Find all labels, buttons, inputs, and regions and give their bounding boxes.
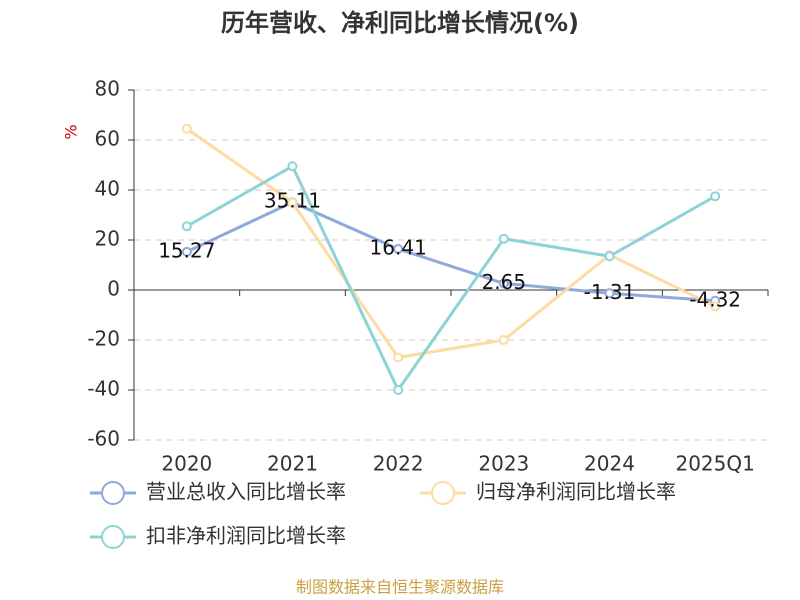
y-tick-label: -60 (87, 427, 120, 451)
x-tick-label: 2023 (478, 452, 529, 476)
data-point (393, 243, 404, 254)
legend-label: 扣非净利润同比增长率 (146, 524, 346, 548)
y-tick-label: 80 (95, 77, 120, 101)
y-tick-label: 40 (95, 177, 120, 201)
y-tick-label: -20 (87, 327, 120, 351)
data-label: -4.32 (689, 287, 741, 311)
legend-label: 归母净利润同比增长率 (476, 480, 676, 504)
y-tick-label: 0 (107, 277, 120, 301)
data-label: -1.31 (584, 280, 636, 304)
chart-title: 历年营收、净利同比增长情况(%) (221, 9, 579, 37)
data-point (393, 352, 404, 363)
data-point (181, 246, 192, 257)
y-tick-label: 60 (95, 127, 120, 151)
data-point (181, 221, 192, 232)
x-tick-label: 2022 (373, 452, 424, 476)
series-line (186, 164, 716, 393)
x-tick-label: 2025Q1 (675, 452, 754, 476)
data-label: 35.11 (264, 189, 321, 213)
source-note: 制图数据来自恒生聚源数据库 (296, 578, 504, 597)
series-line (185, 127, 716, 360)
data-point (710, 191, 721, 202)
data-point (181, 123, 192, 134)
legend-icon (101, 481, 125, 505)
y-tick-label: 20 (95, 227, 120, 251)
legend-label: 营业总收入同比增长率 (146, 480, 346, 504)
legend-icon (101, 525, 125, 549)
series-line (186, 200, 716, 303)
legend-icon (431, 481, 455, 505)
data-label: 15.27 (158, 238, 215, 262)
x-tick-label: 2024 (584, 452, 635, 476)
y-tick-label: -40 (87, 377, 120, 401)
data-point (498, 233, 509, 244)
data-point (287, 197, 298, 208)
x-tick-label: 2020 (161, 452, 212, 476)
data-point (498, 335, 509, 345)
data-label: 2.65 (482, 270, 527, 294)
data-point (604, 288, 615, 299)
x-tick-label: 2021 (267, 452, 318, 476)
data-point (287, 161, 298, 172)
data-point (710, 301, 721, 312)
data-point (498, 278, 509, 289)
data-label: 16.41 (370, 235, 427, 259)
y-axis-label: % (62, 124, 81, 139)
data-point (393, 385, 404, 395)
data-point (604, 251, 615, 262)
